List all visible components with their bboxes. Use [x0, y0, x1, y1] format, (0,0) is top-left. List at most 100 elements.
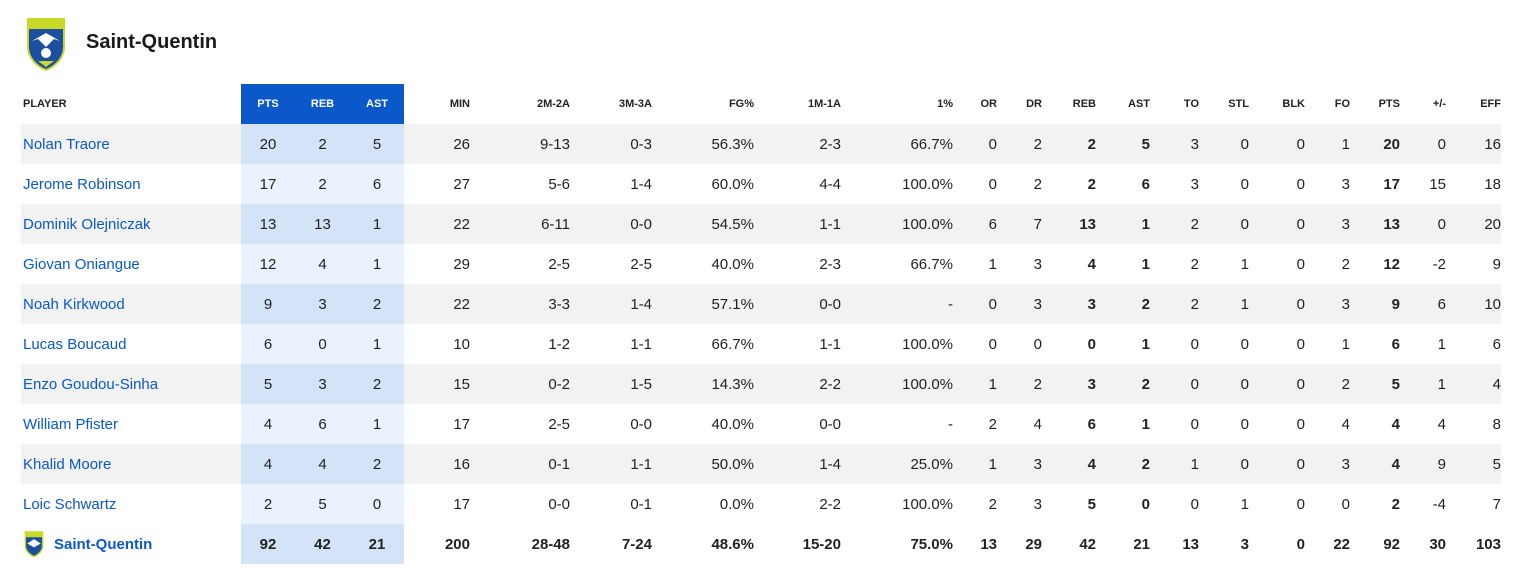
col-reb[interactable]: REB	[295, 84, 350, 124]
col-player[interactable]: PLAYER	[23, 98, 67, 110]
cell-to: 3	[1190, 175, 1199, 193]
cell-pts: 13	[241, 204, 295, 244]
cell-3m-3a: 0-0	[630, 415, 652, 433]
cell-fg-pct: 56.3%	[652, 124, 754, 164]
cell-ast: 6	[350, 164, 404, 204]
team-name-title: Saint-Quentin	[86, 31, 218, 53]
cell-ft-pct: 25.0%	[841, 444, 953, 484]
cell-pts-total: 4	[1350, 444, 1400, 484]
player-name-link[interactable]: Giovan Oniangue	[23, 255, 140, 273]
player-name-link[interactable]: Lucas Boucaud	[23, 335, 127, 353]
cell-1m-1a: 1-1	[819, 335, 841, 353]
col-to[interactable]: TO	[1183, 98, 1199, 110]
cell-ft-pct: 100.0%	[902, 175, 953, 193]
cell-reb: 2	[295, 124, 350, 164]
cell-or: 0	[988, 175, 997, 193]
player-name-link[interactable]: Jerome Robinson	[23, 175, 141, 193]
totals-stl: 3	[1199, 524, 1249, 564]
cell-dr: 3	[997, 444, 1042, 484]
cell-min: 17	[453, 415, 470, 433]
cell-stl: 1	[1199, 284, 1249, 324]
player-cell: Lucas Boucaud	[21, 324, 241, 364]
player-cell: William Pfister	[21, 404, 241, 444]
cell-reb: 2	[295, 164, 350, 204]
player-name-link[interactable]: Loic Schwartz	[23, 495, 117, 513]
col-plus-minus[interactable]: +/-	[1432, 98, 1446, 110]
cell-to: 2	[1150, 204, 1199, 244]
player-cell: Noah Kirkwood	[21, 284, 241, 324]
cell-dr: 2	[997, 124, 1042, 164]
col-3m-3a[interactable]: 3M-3A	[618, 98, 652, 110]
table-row: Nolan Traore 20 2 5 26 9-13 0-3 56.3% 2-3 66.7% 0 2…	[21, 124, 1501, 164]
cell-ft-pct: 100.0%	[902, 495, 953, 513]
totals-pts-total: 92	[1350, 524, 1400, 564]
player-name-link[interactable]: William Pfister	[23, 415, 119, 433]
player-name-link[interactable]: Khalid Moore	[23, 455, 112, 473]
col-1m-1a[interactable]: 1M-1A	[807, 98, 841, 110]
player-cell: Jerome Robinson	[21, 164, 241, 204]
cell-ast: 1	[350, 324, 404, 364]
col-ast-total[interactable]: AST	[1128, 98, 1150, 110]
col-blk[interactable]: BLK	[1282, 98, 1305, 110]
col-fg-pct[interactable]: FG%	[728, 98, 754, 110]
cell-2m-2a: 6-11	[470, 204, 570, 244]
col-pts-total[interactable]: PTS	[1378, 98, 1400, 110]
cell-1m-1a: 0-0	[754, 284, 841, 324]
cell-min: 26	[404, 124, 470, 164]
cell-2m-2a: 0-1	[470, 444, 570, 484]
cell-plus-minus: 0	[1400, 204, 1446, 244]
totals-fo: 22	[1305, 524, 1350, 564]
cell-blk: 0	[1249, 124, 1305, 164]
player-name-link[interactable]: Dominik Olejniczak	[23, 215, 151, 233]
cell-3m-3a: 0-1	[630, 495, 652, 513]
cell-fo: 3	[1341, 175, 1350, 193]
cell-1m-1a: 2-2	[754, 364, 841, 404]
player-name-link[interactable]: Nolan Traore	[23, 135, 110, 153]
col-dr[interactable]: DR	[1026, 98, 1042, 110]
table-row: Loic Schwartz 2 5 0 17 0-0 0-1 0.0% 2-2 100.0% 2 3 5…	[21, 484, 1501, 524]
cell-fo: 4	[1341, 415, 1350, 433]
cell-stl: 0	[1240, 415, 1249, 433]
totals-team-name[interactable]: Saint-Quentin	[54, 535, 153, 553]
col-reb-total[interactable]: REB	[1072, 98, 1096, 110]
col-ft-pct[interactable]: 1%	[937, 98, 953, 110]
cell-2m-2a: 2-5	[548, 415, 570, 433]
cell-eff: 16	[1446, 124, 1501, 164]
cell-min: 17	[453, 495, 470, 513]
cell-eff: 10	[1446, 284, 1501, 324]
col-2m-2a[interactable]: 2M-2A	[536, 98, 570, 110]
cell-blk: 0	[1296, 175, 1305, 193]
totals-team[interactable]: Saint-Quentin	[21, 524, 241, 564]
cell-pts-total: 13	[1350, 204, 1400, 244]
player-name-link[interactable]: Enzo Goudou-Sinha	[23, 375, 159, 393]
cell-or: 1	[953, 444, 997, 484]
cell-blk: 0	[1296, 335, 1305, 353]
cell-dr: 3	[1033, 255, 1042, 273]
cell-fg-pct: 14.3%	[652, 364, 754, 404]
cell-1m-1a: 2-3	[754, 124, 841, 164]
cell-to: 2	[1190, 255, 1199, 273]
col-pts[interactable]: PTS	[241, 84, 295, 124]
table-row: William Pfister 4 6 1 17 2-5 0-0 40.0% 0-0-2 4 6 1 0…	[21, 404, 1501, 444]
cell-reb-total: 3	[1042, 284, 1096, 324]
cell-dr: 3	[997, 284, 1042, 324]
cell-1m-1a: 1-1	[754, 204, 841, 244]
cell-plus-minus: 9	[1400, 444, 1446, 484]
col-stl[interactable]: STL	[1228, 98, 1249, 110]
table-row: Lucas Boucaud 6 0 1 10 1-2 1-1 66.7% 1-1 100.0% 0 0…	[21, 324, 1501, 364]
cell-plus-minus: -2	[1432, 255, 1446, 273]
col-or[interactable]: OR	[980, 98, 998, 110]
col-eff[interactable]: EFF	[1480, 98, 1501, 110]
cell-or: 6	[953, 204, 997, 244]
cell-ast: 0	[350, 484, 404, 524]
totals-reb: 42	[295, 524, 350, 564]
cell-3m-3a: 1-1	[630, 335, 652, 353]
player-name-link[interactable]: Noah Kirkwood	[23, 295, 125, 313]
cell-ft-pct: 66.7%	[910, 255, 953, 273]
col-fo[interactable]: FO	[1334, 98, 1350, 110]
cell-fo: 3	[1305, 284, 1350, 324]
cell-ast: 1	[350, 204, 404, 244]
col-ast[interactable]: AST	[350, 84, 404, 124]
col-min[interactable]: MIN	[449, 98, 470, 110]
cell-reb-total: 13	[1042, 204, 1096, 244]
